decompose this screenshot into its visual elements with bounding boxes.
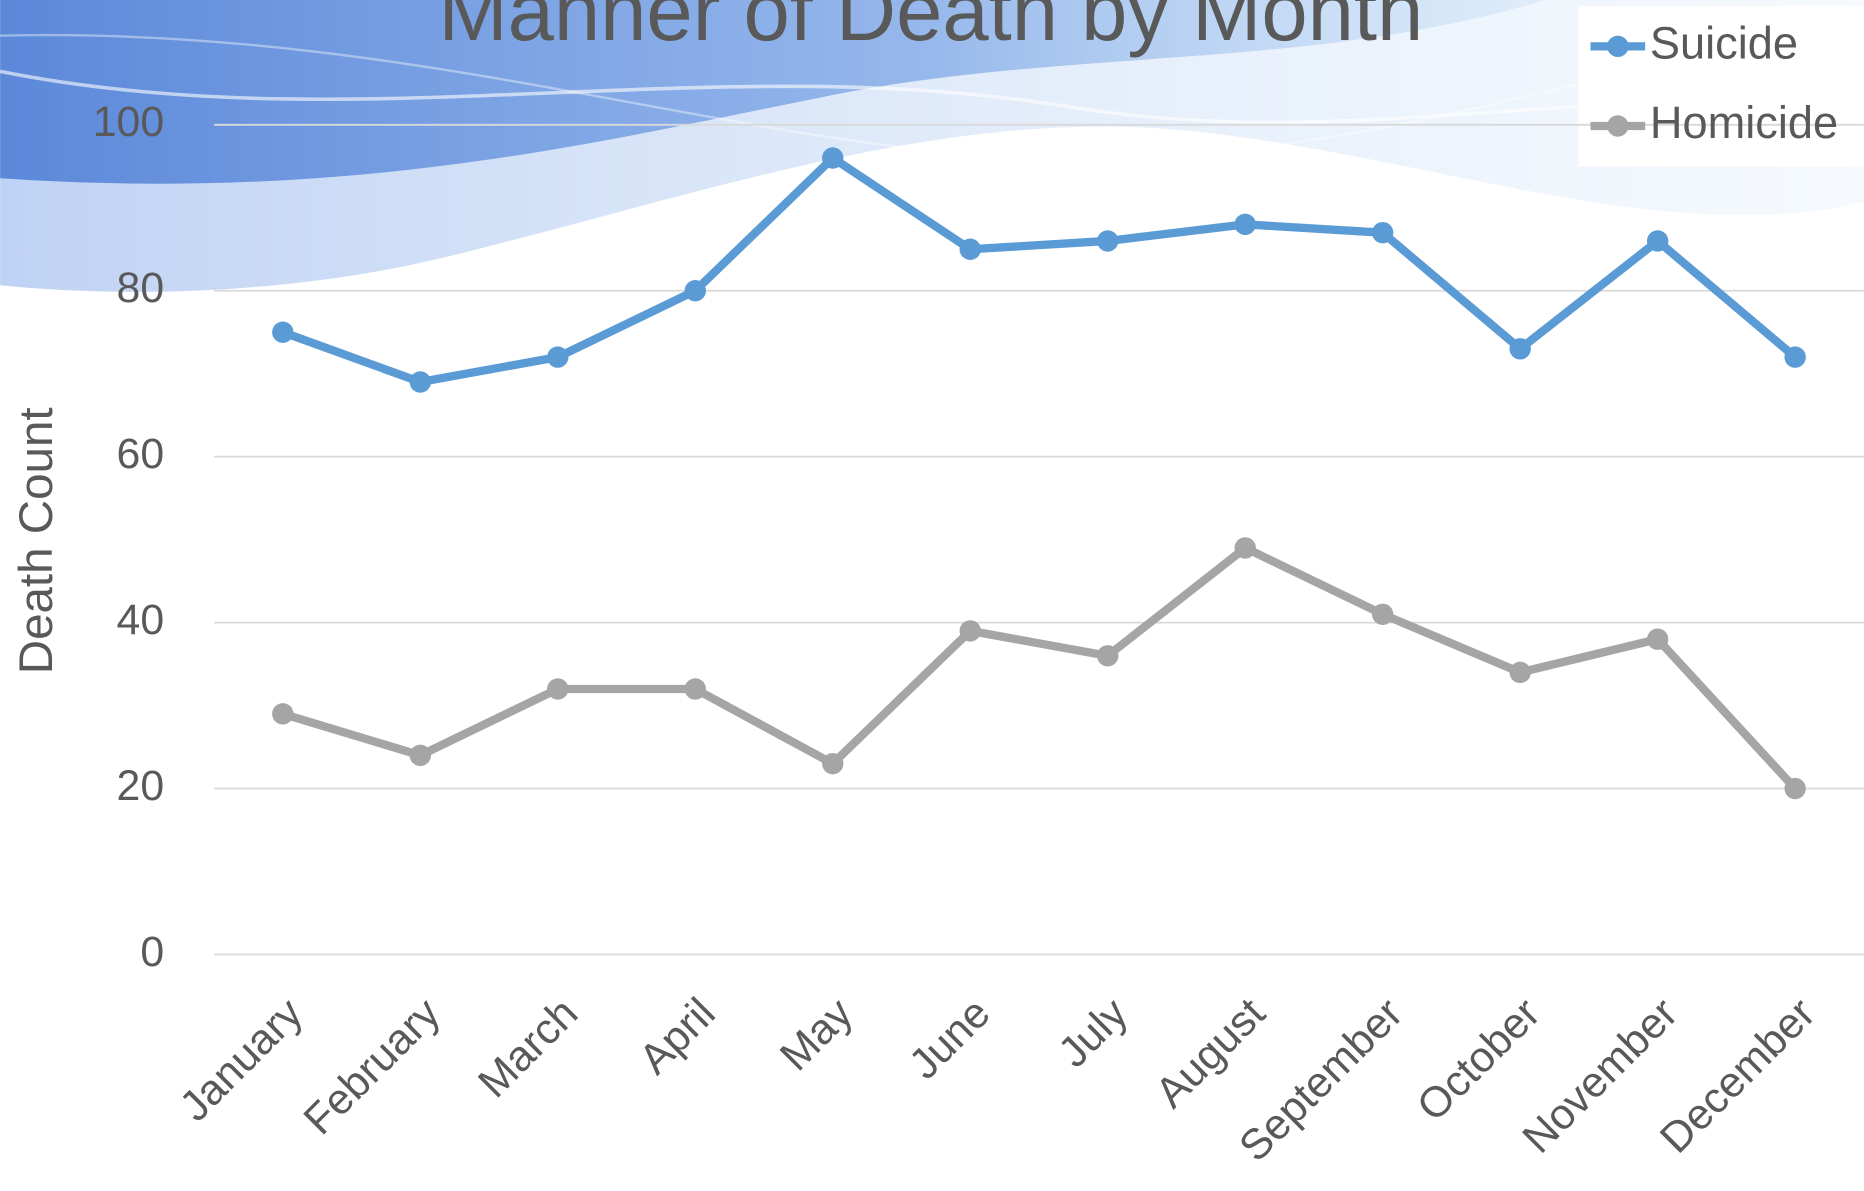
data-point [1784, 777, 1806, 800]
data-point [1234, 213, 1256, 236]
x-tick-label: July [1049, 989, 1137, 1077]
data-point [1509, 338, 1531, 360]
data-point [959, 238, 981, 260]
legend-swatch-marker [1607, 35, 1629, 58]
x-tick-label: August [1146, 989, 1274, 1117]
legend-box [1578, 5, 1864, 167]
data-point [547, 678, 569, 700]
data-point [1646, 628, 1669, 650]
data-point [1097, 230, 1119, 252]
data-point [822, 147, 844, 169]
y-tick-label: 60 [117, 430, 165, 478]
legend-swatch-marker [1607, 115, 1629, 137]
y-tick-label: 0 [140, 928, 164, 976]
legend-label: Homicide [1650, 97, 1838, 148]
x-tick-label: October [1408, 989, 1550, 1131]
x-tick-label: April [630, 989, 724, 1083]
y-tick-label: 40 [117, 596, 165, 644]
data-point [272, 321, 294, 343]
data-point [959, 620, 981, 642]
x-tick-label: March [469, 989, 587, 1107]
chart-title: Manner of Death by Month [438, 0, 1423, 58]
y-tick-label: 100 [93, 98, 164, 146]
y-tick-label: 80 [117, 264, 165, 312]
data-point [1646, 230, 1669, 252]
data-point [1371, 221, 1394, 244]
data-point [684, 280, 706, 302]
y-tick-label: 20 [117, 762, 165, 810]
data-point [822, 752, 844, 775]
data-point [1784, 346, 1806, 368]
data-point [1097, 645, 1119, 667]
data-point [409, 371, 431, 393]
x-tick-label: February [295, 989, 450, 1144]
data-point [1509, 661, 1531, 684]
data-point [1234, 537, 1256, 559]
x-tick-label: January [171, 989, 313, 1131]
x-tick-label: May [771, 989, 863, 1081]
series-line [281, 543, 1799, 792]
data-point [547, 346, 569, 368]
legend-label: Suicide [1650, 17, 1798, 68]
series-line [281, 153, 1798, 387]
data-point [684, 678, 706, 700]
data-point [409, 744, 431, 767]
data-point [272, 703, 294, 725]
x-tick-label: June [900, 989, 1000, 1089]
y-axis-label: Death Count [10, 407, 63, 674]
data-point [1371, 603, 1394, 626]
